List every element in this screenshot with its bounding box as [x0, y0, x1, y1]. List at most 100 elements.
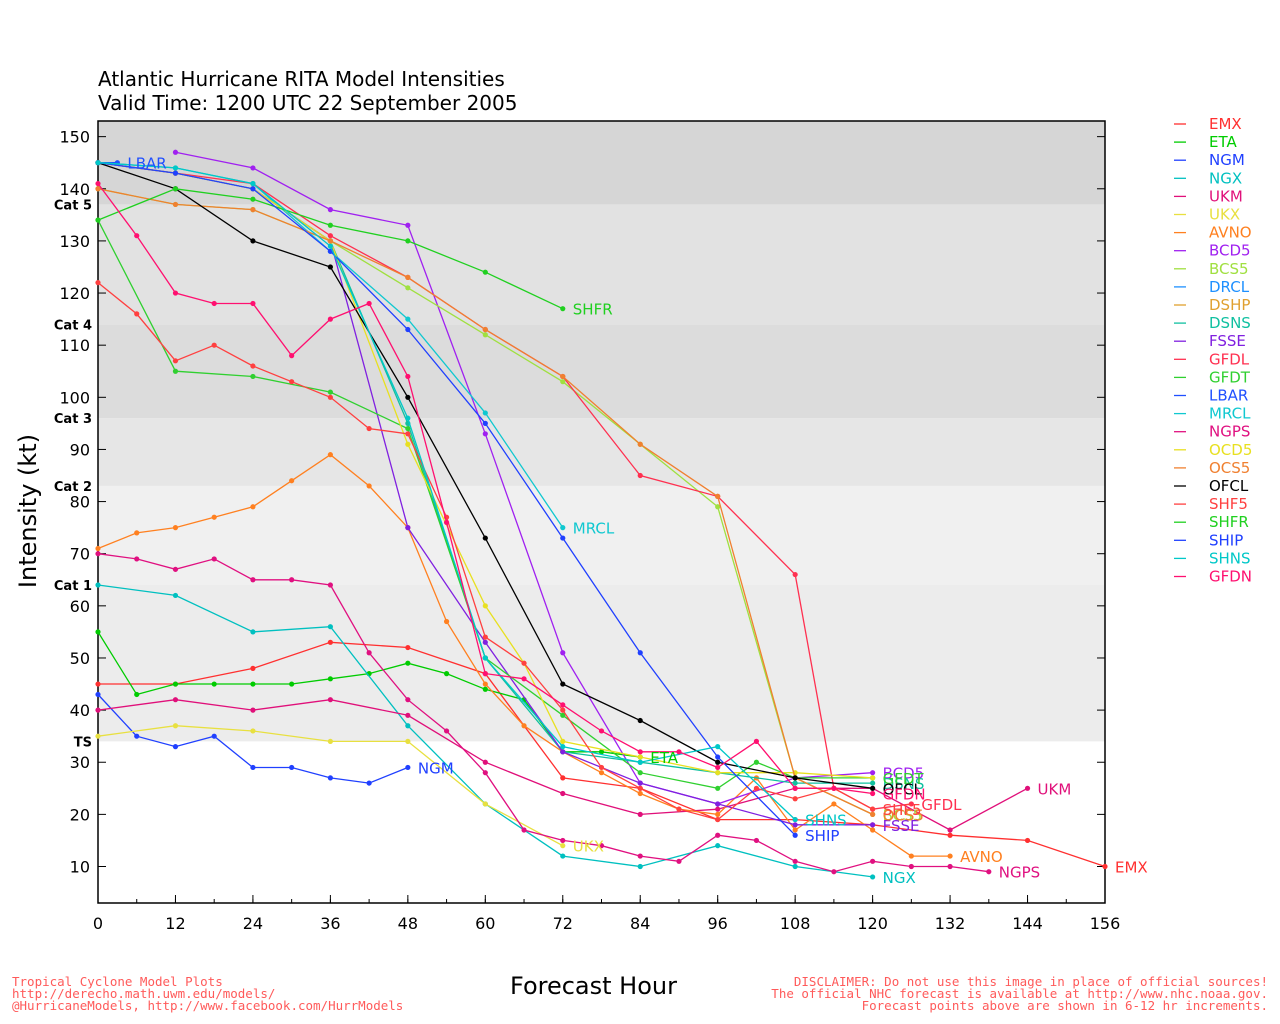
data-point [289, 681, 295, 687]
data-point [560, 525, 566, 531]
series-end-label: SHNS [805, 812, 847, 830]
series-end-label: BCD5 [883, 765, 925, 783]
data-point [366, 650, 372, 656]
x-tick-label: 84 [630, 914, 650, 933]
data-point [95, 582, 101, 588]
data-point [250, 180, 256, 187]
series-end-label: BCS5 [883, 806, 923, 824]
legend-entry: SHIP [1209, 531, 1243, 549]
data-point [560, 837, 566, 844]
data-point [134, 556, 140, 562]
data-point [560, 853, 566, 859]
data-point [134, 691, 140, 698]
data-point [405, 723, 411, 729]
legend-entry: GFDT [1209, 368, 1251, 386]
data-point [560, 738, 566, 744]
data-point [482, 634, 488, 640]
data-point [715, 759, 721, 765]
legend-entry: SHF5 [1209, 495, 1248, 513]
data-point [405, 441, 411, 447]
data-point [366, 300, 372, 307]
legend-entry: DSNS [1209, 314, 1251, 332]
data-point [482, 770, 488, 776]
data-point [715, 493, 721, 499]
data-point [598, 770, 605, 776]
x-tick-label: 120 [857, 914, 888, 933]
data-point [715, 832, 721, 838]
axes: 0 12 24 36 48 60 72 84 96 108 120 132 144 156 10 20 30 40… [54, 120, 1120, 933]
legend-entry: ETA [1209, 133, 1237, 151]
x-axis-label: Forecast Hour [510, 972, 677, 1000]
category-label: Cat 3 [54, 412, 92, 427]
data-point [327, 394, 333, 400]
data-point [715, 770, 721, 776]
data-point [560, 790, 566, 797]
y-tick-label: 50 [70, 649, 90, 668]
data-point [598, 764, 605, 771]
legend-entry: SHFR [1209, 513, 1249, 531]
x-tick-label: 12 [165, 914, 185, 933]
x-tick-label: 132 [935, 914, 966, 933]
data-point [637, 863, 643, 870]
data-point [211, 342, 217, 348]
legend-entry: BCS5 [1209, 260, 1249, 278]
data-point [482, 681, 488, 687]
data-point [637, 790, 643, 797]
data-point [792, 796, 798, 802]
series-end-label: OCS5 [883, 806, 924, 824]
data-point [95, 691, 101, 698]
category-band [98, 584, 1105, 742]
series-line-emx [98, 641, 1106, 868]
legend-entry: MRCL [1209, 405, 1251, 423]
y-tick-label: 130 [59, 232, 90, 251]
data-point [637, 472, 643, 479]
data-point [715, 843, 721, 849]
data-point [95, 551, 101, 557]
y-tick-label: 20 [70, 805, 90, 824]
data-point [831, 869, 837, 875]
data-point [327, 222, 333, 228]
data-point [134, 530, 140, 536]
y-tick-label: 60 [70, 597, 90, 616]
data-point [405, 326, 411, 333]
series-line-gfdt [97, 219, 873, 789]
x-tick-label: 72 [553, 914, 573, 933]
legend-entry: AVNO [1209, 224, 1252, 242]
y-tick-label: 30 [70, 753, 90, 772]
data-point [482, 686, 488, 692]
data-point [405, 274, 411, 280]
series-end-label: ETA [650, 749, 678, 767]
data-point [482, 269, 488, 275]
data-point [637, 749, 643, 755]
footer-credit-line: @HurricaneModels, http://www.facebook.co… [12, 998, 404, 1013]
data-point [250, 504, 256, 510]
series-end-label: SHF5 [883, 801, 922, 819]
data-point [753, 785, 760, 791]
data-point [366, 780, 372, 786]
footer-credits: Tropical Cyclone Model Plots http://derec… [12, 975, 404, 1013]
category-bands [98, 121, 1105, 742]
data-point [327, 738, 333, 744]
category-label: Cat 2 [54, 480, 92, 495]
y-axis-label: Intensity (kt) [14, 434, 42, 588]
series-line-ngps [97, 553, 989, 873]
data-point [172, 186, 179, 192]
data-point [443, 519, 450, 526]
data-point [521, 827, 527, 833]
data-point [753, 837, 760, 844]
data-point [405, 644, 411, 651]
data-point [289, 353, 295, 359]
data-point [172, 149, 179, 155]
data-point [405, 415, 411, 421]
data-point [676, 749, 682, 755]
data-point [172, 525, 179, 531]
data-point [908, 863, 914, 870]
x-tick-label: 36 [320, 914, 340, 933]
data-point [95, 180, 101, 187]
data-point [560, 373, 566, 380]
data-point [405, 738, 411, 744]
data-point [870, 811, 876, 817]
data-point [405, 764, 411, 771]
data-point [405, 316, 411, 322]
data-point [521, 660, 527, 666]
